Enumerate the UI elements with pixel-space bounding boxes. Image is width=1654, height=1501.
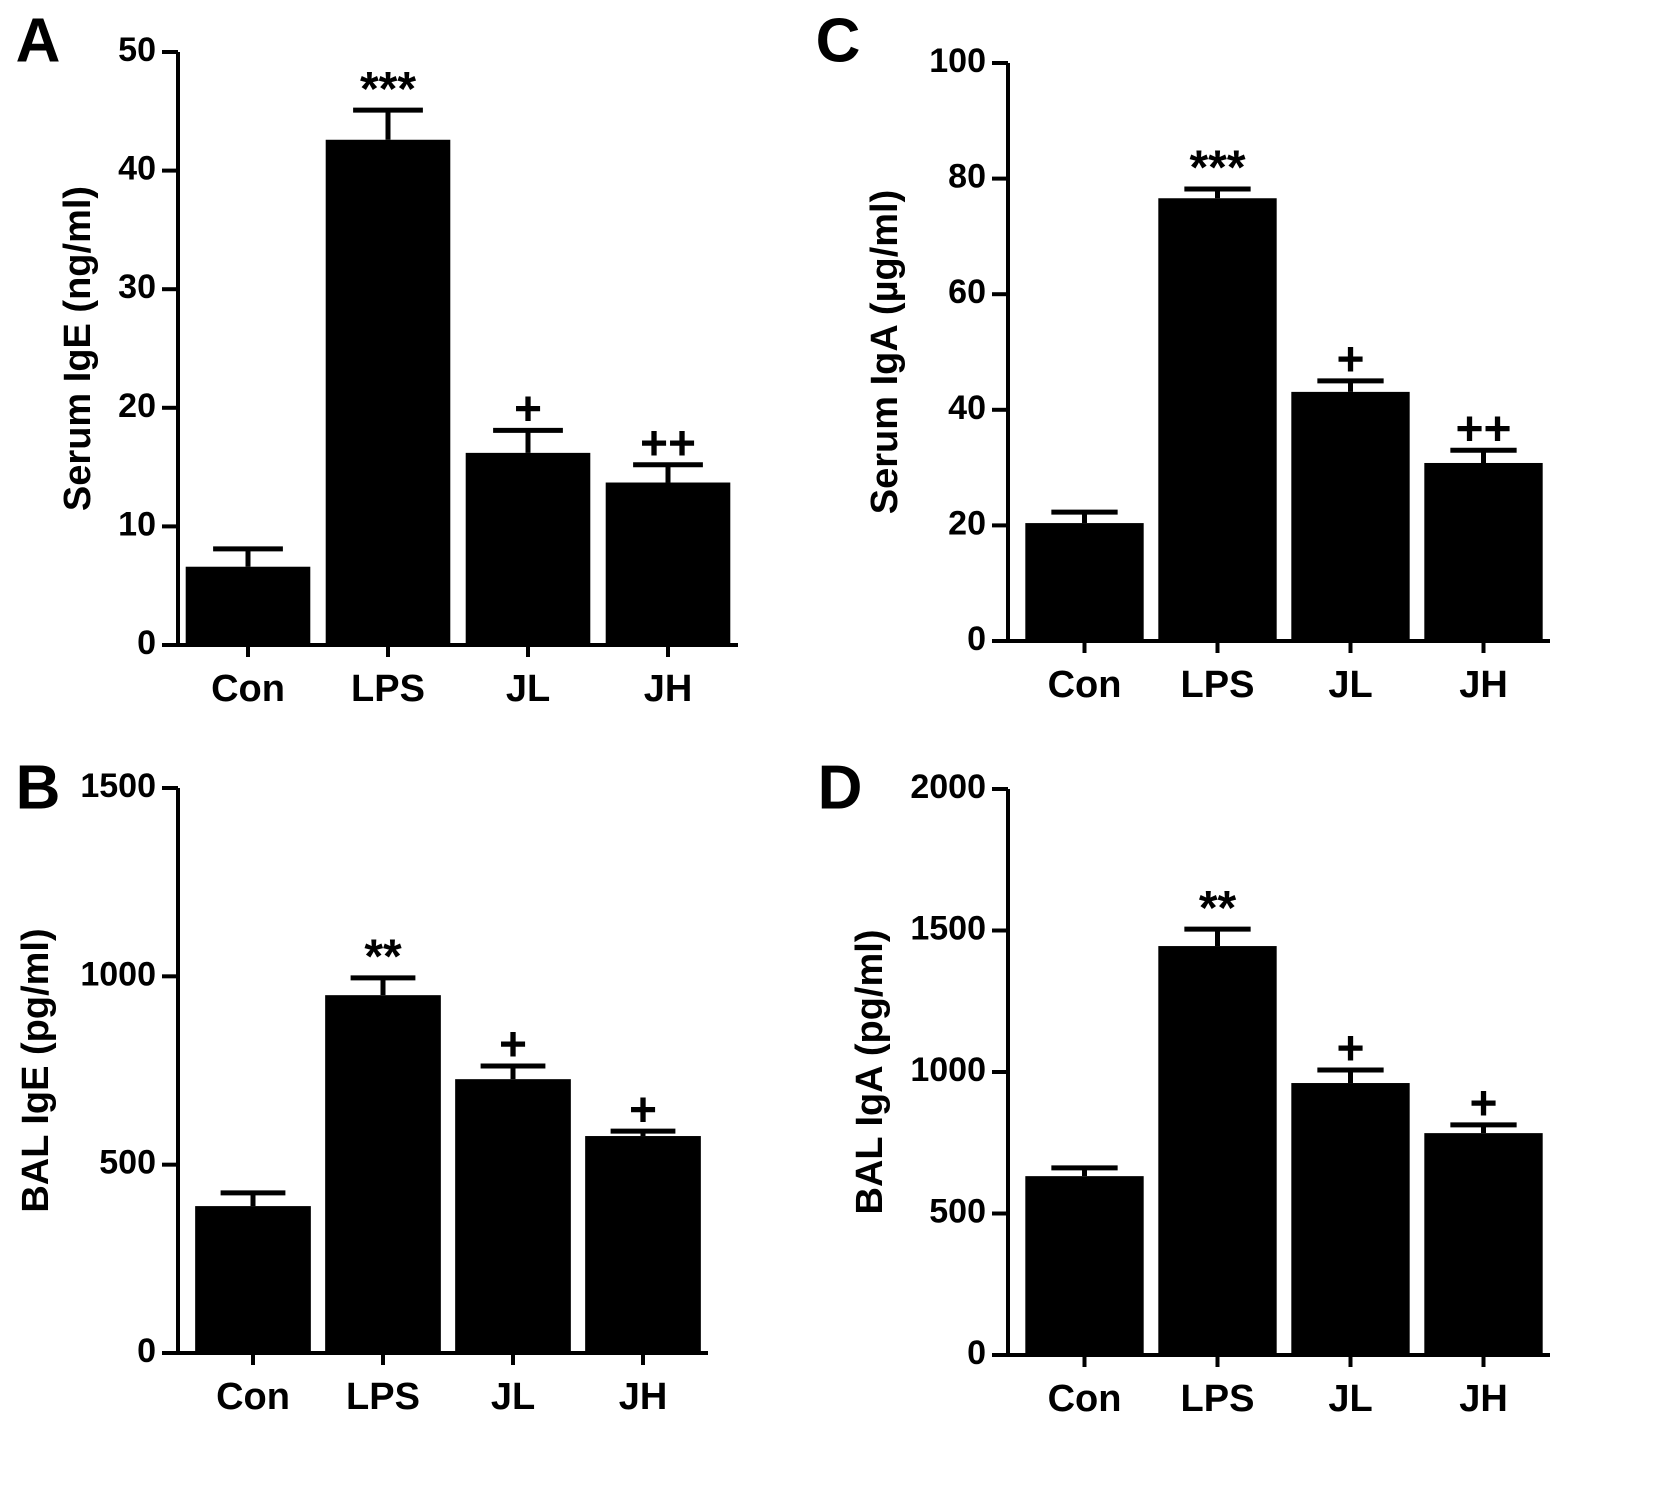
bar <box>465 452 591 645</box>
x-tick-label: Con <box>211 668 285 710</box>
y-tick-label: 1000 <box>910 1051 986 1089</box>
significance-mark: + <box>499 1019 527 1072</box>
y-tick-label: 0 <box>137 1332 156 1370</box>
panel: B BAL IgE (pg/ml) 0 500 1000 1500 Con LPS ** JL + J… <box>15 753 708 1418</box>
significance-mark: + <box>629 1084 657 1137</box>
bar <box>325 995 441 1353</box>
y-tick-label: 1500 <box>910 909 986 947</box>
y-tick-label: 80 <box>948 158 986 196</box>
bar <box>605 482 731 645</box>
x-tick-label: LPS <box>351 668 425 710</box>
y-tick-label: 40 <box>948 389 986 427</box>
y-tick-label: 0 <box>137 624 156 662</box>
error-bar <box>350 975 416 996</box>
error-bar <box>633 462 703 483</box>
y-tick-label: 60 <box>948 273 986 311</box>
y-axis-label: BAL IgA (pg/ml) <box>849 930 891 1215</box>
y-tick-label: 500 <box>929 1192 986 1230</box>
significance-mark: ++ <box>640 417 696 470</box>
error-bar <box>1450 447 1517 463</box>
y-tick-label: 1500 <box>80 767 156 805</box>
panel: D BAL IgA (pg/ml) 0 500 1000 1500 2000 Con LPS **… <box>818 753 1550 1420</box>
significance-mark: + <box>1469 1078 1497 1131</box>
x-tick-label: LPS <box>1181 1378 1255 1420</box>
error-bar <box>1051 509 1118 524</box>
x-tick-label: JH <box>644 668 693 710</box>
panel-label: A <box>16 6 61 75</box>
error-bar <box>1317 1067 1384 1084</box>
significance-mark: *** <box>1189 142 1245 195</box>
x-tick-label: Con <box>1048 664 1122 706</box>
panel-label: D <box>818 753 863 822</box>
x-tick-label: JL <box>491 1376 535 1418</box>
error-bar <box>1051 1165 1118 1177</box>
bar <box>325 139 451 645</box>
error-bar <box>1184 926 1251 947</box>
error-bar <box>213 546 283 567</box>
significance-mark: ++ <box>1455 403 1511 456</box>
y-tick-label: 50 <box>118 31 156 69</box>
y-tick-label: 0 <box>967 620 986 658</box>
x-tick-label: JH <box>619 1376 668 1418</box>
significance-mark: *** <box>360 63 416 116</box>
x-tick-label: LPS <box>346 1376 420 1418</box>
bar <box>1158 946 1277 1355</box>
bar <box>195 1206 311 1353</box>
y-tick-label: 500 <box>99 1144 156 1182</box>
y-axis-label: Serum IgA (µg/ml) <box>864 190 906 515</box>
panel: A Serum IgE (ng/ml) 0 10 20 30 40 50 Con LPS *** JL… <box>16 6 738 710</box>
x-tick-label: JL <box>506 668 550 710</box>
x-tick-label: JL <box>1328 664 1372 706</box>
error-bar <box>1450 1122 1517 1134</box>
error-bar <box>353 107 423 140</box>
error-bar <box>610 1128 676 1137</box>
panel: C Serum IgA (µg/ml) 0 20 40 60 80 100 Con LPS *** J… <box>816 6 1550 706</box>
panel-label: C <box>816 6 861 75</box>
error-bar <box>220 1190 286 1207</box>
x-tick-label: Con <box>216 1376 290 1418</box>
bar <box>1424 462 1543 641</box>
y-tick-label: 40 <box>118 150 156 188</box>
x-tick-label: LPS <box>1181 664 1255 706</box>
bar <box>1158 198 1277 641</box>
x-tick-label: JL <box>1328 1378 1372 1420</box>
y-tick-label: 2000 <box>910 768 986 806</box>
error-bar <box>1184 186 1251 199</box>
bar <box>455 1079 571 1353</box>
significance-mark: ** <box>364 931 402 984</box>
bar <box>1424 1133 1543 1355</box>
panel-label: B <box>16 753 61 822</box>
y-axis-label: Serum IgE (ng/ml) <box>57 186 99 511</box>
y-tick-label: 30 <box>118 268 156 306</box>
significance-mark: + <box>1336 334 1364 387</box>
bar <box>1291 1083 1410 1355</box>
error-bar <box>493 427 563 453</box>
y-tick-label: 10 <box>118 505 156 543</box>
bar <box>585 1136 701 1353</box>
y-tick-label: 20 <box>948 504 986 542</box>
significance-mark: + <box>1336 1023 1364 1076</box>
significance-mark: + <box>514 383 542 436</box>
x-tick-label: Con <box>1048 1378 1122 1420</box>
y-axis-label: BAL IgE (pg/ml) <box>15 928 57 1212</box>
x-tick-label: JH <box>1459 1378 1508 1420</box>
y-tick-label: 100 <box>929 42 986 80</box>
x-tick-label: JH <box>1459 664 1508 706</box>
error-bar <box>480 1063 546 1080</box>
y-tick-label: 1000 <box>80 955 156 993</box>
significance-mark: ** <box>1199 882 1237 935</box>
y-tick-label: 20 <box>118 387 156 425</box>
y-tick-label: 0 <box>967 1334 986 1372</box>
bar <box>185 566 311 645</box>
error-bar <box>1317 378 1384 392</box>
bar <box>1025 1176 1144 1355</box>
bar <box>1291 391 1410 641</box>
bar <box>1025 523 1144 641</box>
